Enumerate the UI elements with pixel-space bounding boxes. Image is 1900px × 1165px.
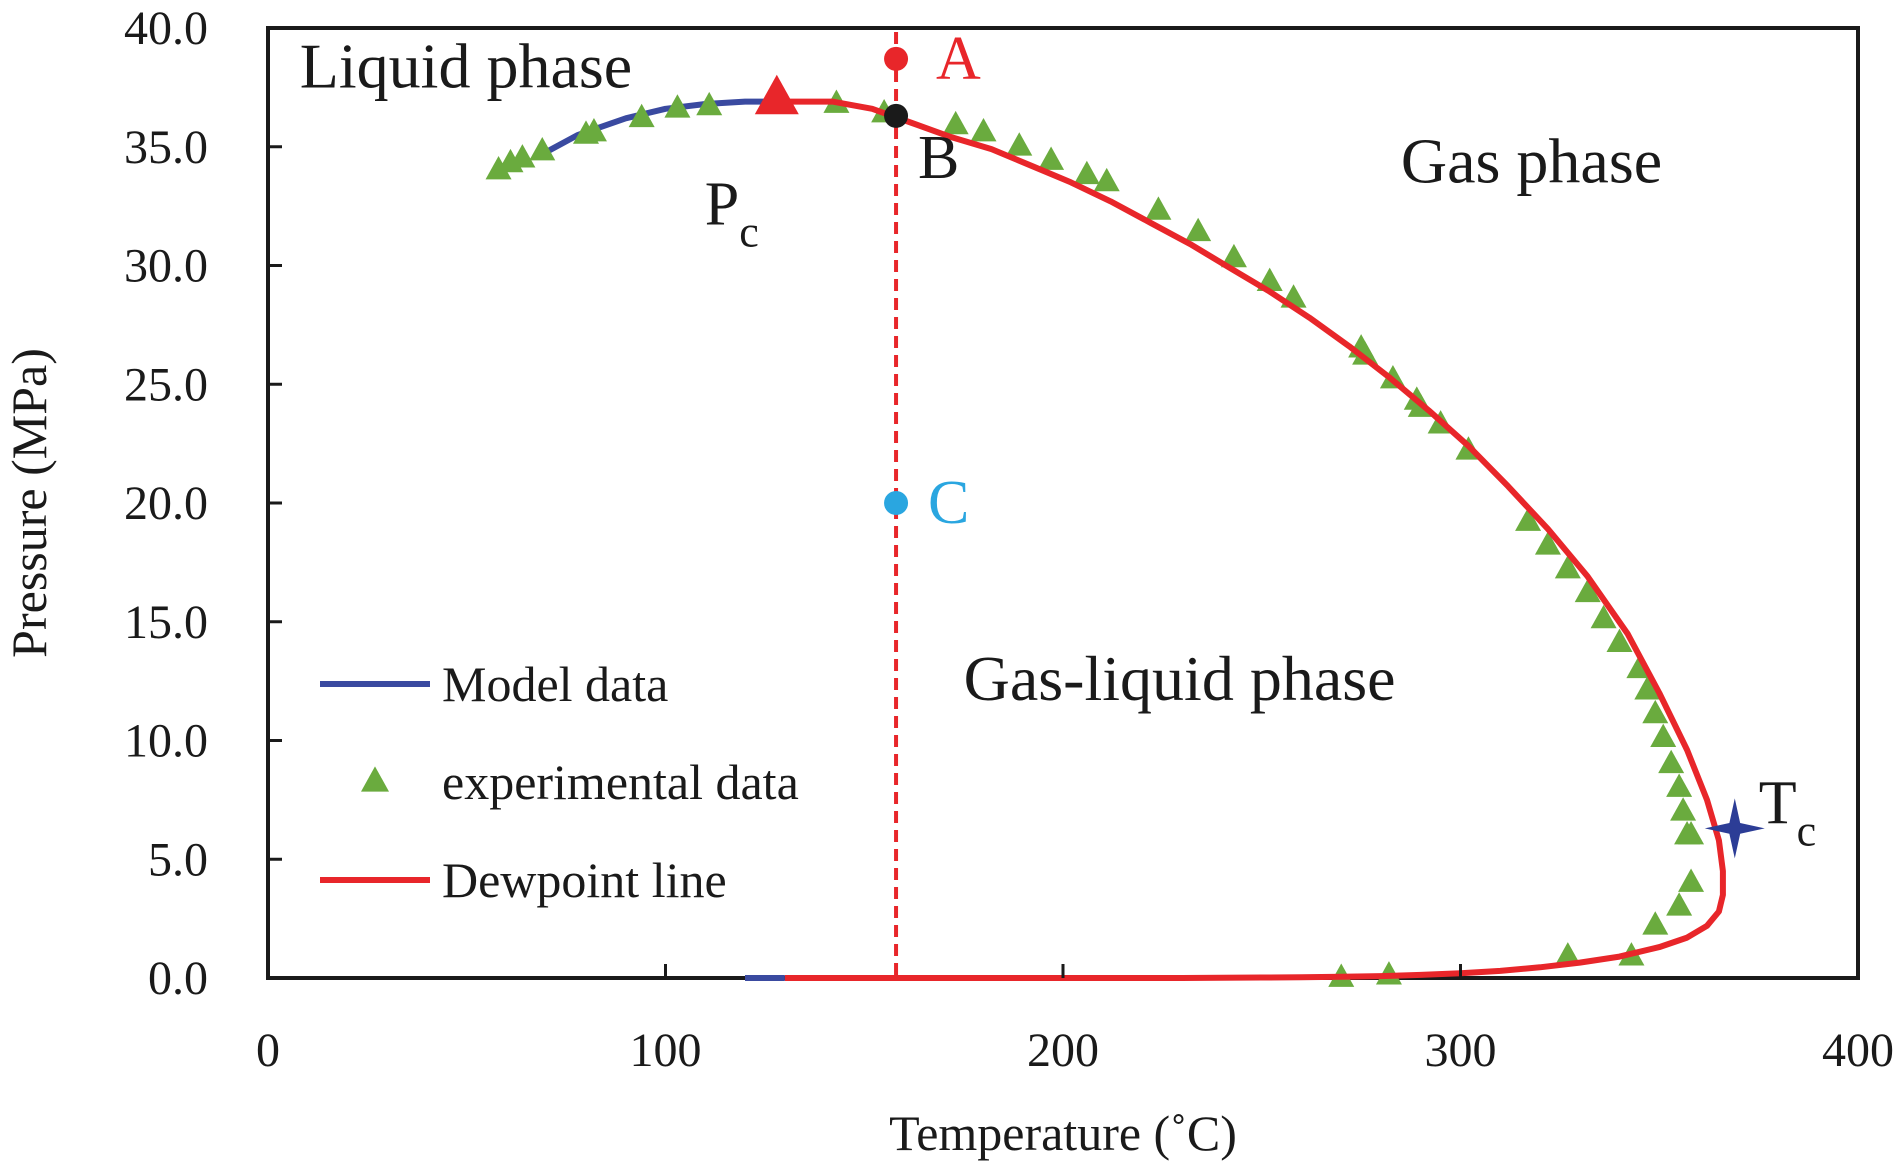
y-tick-label: 25.0	[124, 358, 208, 411]
point-c-marker	[884, 491, 909, 515]
y-tick-label: 35.0	[124, 121, 208, 174]
experimental-data-point	[1145, 196, 1172, 220]
experimental-data-point	[1634, 676, 1661, 700]
critical-temperature-marker	[1704, 798, 1765, 859]
x-tick-label: 200	[1027, 1024, 1099, 1077]
x-tick-label: 400	[1822, 1024, 1894, 1077]
experimental-data-point	[580, 117, 607, 142]
experimental-data-point	[696, 91, 723, 116]
point-label-a: A	[936, 25, 981, 93]
experimental-data-point	[1554, 554, 1581, 579]
experimental-data-point	[1574, 578, 1601, 603]
y-axis-title: Pressure (MPa)	[1, 348, 57, 658]
x-tick-label: 300	[1425, 1024, 1497, 1077]
experimental-data-point	[1666, 892, 1693, 916]
y-tick-label: 0.0	[148, 952, 208, 1005]
point-label-text: B	[918, 124, 959, 192]
experimental-data-point	[1642, 699, 1669, 724]
x-tick-label: 100	[630, 1024, 702, 1077]
point-label-pc: Pc	[705, 170, 759, 256]
experimental-data-point	[1038, 146, 1065, 170]
dewpoint-line-line	[784, 98, 1726, 981]
point-label-text: C	[928, 469, 969, 537]
experimental-data-point	[1678, 820, 1705, 845]
experimental-data-point	[1658, 749, 1685, 774]
legend-swatch-triangle	[361, 766, 389, 792]
y-tick-label: 30.0	[124, 240, 208, 293]
legend: Model data experimental data Dewpoint line	[320, 656, 799, 908]
experimental-data-point	[1678, 868, 1705, 892]
x-axis-title: Temperature (˚C)	[889, 1105, 1237, 1161]
point-label-c: C	[928, 469, 969, 537]
point-label-subscript: c	[739, 207, 759, 256]
y-tick-label: 40.0	[124, 2, 208, 55]
point-label-text: T	[1759, 769, 1797, 837]
experimental-data-point	[970, 117, 997, 142]
experimental-data-point	[1534, 531, 1561, 555]
experimental-data-point	[942, 110, 969, 135]
y-tick-label: 5.0	[148, 833, 208, 886]
experimental-data-point	[485, 155, 512, 180]
experimental-data-point	[529, 136, 556, 161]
experimental-data-point	[1093, 167, 1120, 192]
experimental-data-point	[628, 103, 655, 128]
experimental-data-point	[1220, 243, 1247, 268]
critical-pressure-marker	[754, 74, 799, 115]
chart-marks	[485, 32, 1765, 987]
point-label-tc: Tc	[1759, 769, 1816, 855]
experimental-data-point	[1073, 160, 1100, 185]
region-label-liquid: Liquid phase	[300, 30, 632, 101]
legend-label: Dewpoint line	[442, 852, 727, 908]
x-tick-label: 0	[256, 1024, 280, 1077]
model-data-line	[536, 98, 785, 159]
experimental-data-point	[1185, 217, 1212, 242]
point-label-b: B	[918, 124, 959, 192]
experimental-data-point	[664, 94, 691, 118]
experimental-data-point	[1666, 773, 1693, 797]
experimental-data-point	[1352, 341, 1379, 365]
region-label-gas: Gas phase	[1401, 125, 1662, 196]
y-tick-label: 20.0	[124, 477, 208, 530]
legend-label: experimental data	[442, 754, 799, 810]
experimental-data-point	[509, 144, 536, 168]
point-label-subscript: c	[1797, 806, 1817, 855]
experimental-data-point	[1515, 507, 1542, 531]
experimental-data-point	[1642, 911, 1669, 935]
experimental-data-point	[1006, 132, 1033, 156]
point-a-marker	[884, 46, 909, 71]
experimental-data-point	[1650, 723, 1677, 748]
experimental-data-point	[1606, 628, 1633, 653]
experimental-data-point	[1554, 942, 1581, 966]
y-tick-label: 15.0	[124, 596, 208, 649]
y-tick-label: 10.0	[124, 715, 208, 768]
point-label-text: P	[705, 170, 739, 238]
experimental-data-point	[1670, 797, 1697, 821]
legend-label: Model data	[442, 656, 668, 712]
point-label-text: A	[936, 25, 981, 93]
experimental-data-point	[1590, 604, 1617, 629]
region-label-gasliquid: Gas-liquid phase	[964, 643, 1396, 714]
axis-ticks: 0 100 200 300 400 0.0 5.0 10.0 15.0 20.0 25.0 30.0 3…	[124, 2, 1894, 1077]
point-b-marker	[884, 103, 909, 128]
